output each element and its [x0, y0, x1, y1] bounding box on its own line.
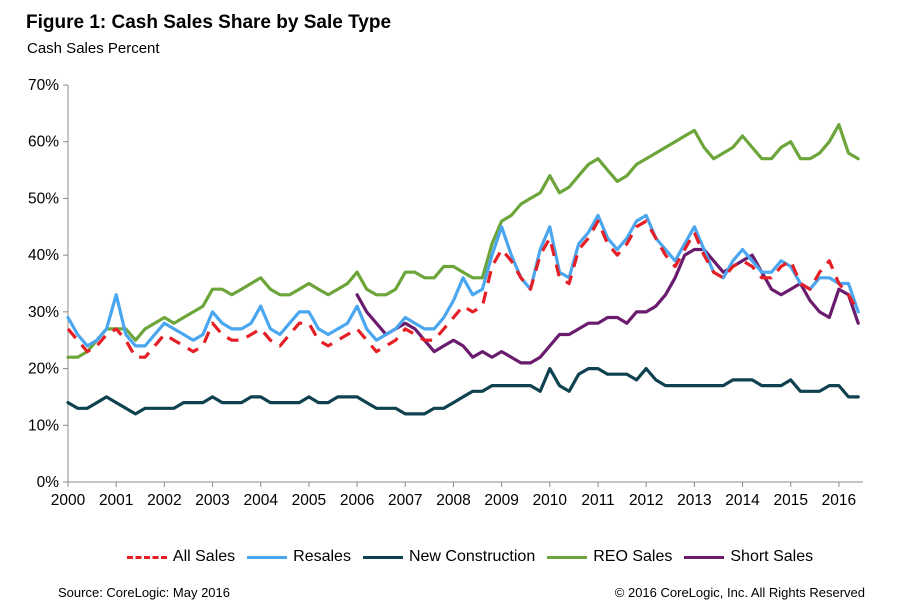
- x-tick-label: 2005: [292, 492, 326, 509]
- x-tick-label: 2016: [822, 492, 856, 509]
- x-tick-label: 2001: [99, 492, 133, 509]
- y-tick-label: 50%: [28, 190, 59, 207]
- x-tick-label: 2014: [725, 492, 760, 509]
- series-line-short-sales: [355, 247, 860, 365]
- legend-item: Short Sales: [684, 548, 813, 566]
- legend-item: REO Sales: [547, 548, 672, 566]
- y-tick-label: 30%: [28, 304, 59, 321]
- legend-label: New Construction: [408, 548, 536, 565]
- legend-label: Short Sales: [730, 548, 814, 565]
- legend-item: New Construction: [362, 548, 536, 566]
- x-tick-label: 2012: [629, 492, 663, 509]
- x-tick-label: 2013: [677, 492, 711, 509]
- legend-item: Resales: [247, 548, 351, 566]
- series-line-resales: [66, 213, 860, 348]
- source-note: Source: CoreLogic: May 2016: [58, 585, 230, 600]
- x-tick-label: 2007: [388, 492, 422, 509]
- x-tick-label: 2006: [340, 492, 374, 509]
- chart-subtitle: Cash Sales Percent: [27, 40, 160, 57]
- x-tick-label: 2008: [436, 492, 470, 509]
- y-tick-label: 70%: [28, 77, 59, 94]
- x-tick-label: 2004: [243, 492, 278, 509]
- legend-swatch: [126, 555, 167, 559]
- chart-legend: All Sales Resales New Construction REO Sale…: [60, 548, 880, 566]
- legend-item: All Sales: [126, 548, 236, 566]
- series-line-reo-sales: [66, 123, 860, 359]
- legend-swatch: [362, 555, 403, 559]
- copyright-note: © 2016 CoreLogic, Inc. All Rights Reserv…: [614, 585, 865, 600]
- y-tick-label: 10%: [28, 417, 59, 434]
- y-tick-label: 40%: [28, 247, 59, 264]
- y-tick-label: 20%: [28, 361, 59, 378]
- x-tick-label: 2009: [484, 492, 518, 509]
- x-tick-label: 2000: [51, 492, 86, 509]
- x-tick-label: 2002: [147, 492, 181, 509]
- chart-title: Figure 1: Cash Sales Share by Sale Type: [26, 12, 392, 33]
- series-line-new-construction: [66, 367, 860, 416]
- y-tick-label: 60%: [28, 134, 59, 151]
- x-tick-label: 2015: [773, 492, 807, 509]
- x-tick-label: 2010: [533, 492, 568, 509]
- legend-swatch: [247, 555, 288, 559]
- legend-label: REO Sales: [593, 548, 673, 565]
- legend-swatch: [684, 555, 725, 559]
- x-tick-label: 2011: [581, 492, 614, 509]
- line-chart: 0% 10% 20% 30% 40% 50% 60% 70% 2000 2001 2002 2003 2…: [28, 77, 863, 509]
- legend-label: All Sales: [172, 548, 236, 565]
- y-tick-label: 0%: [37, 474, 60, 491]
- legend-swatch: [547, 555, 588, 559]
- legend-label: Resales: [293, 548, 351, 565]
- x-tick-label: 2003: [195, 492, 229, 509]
